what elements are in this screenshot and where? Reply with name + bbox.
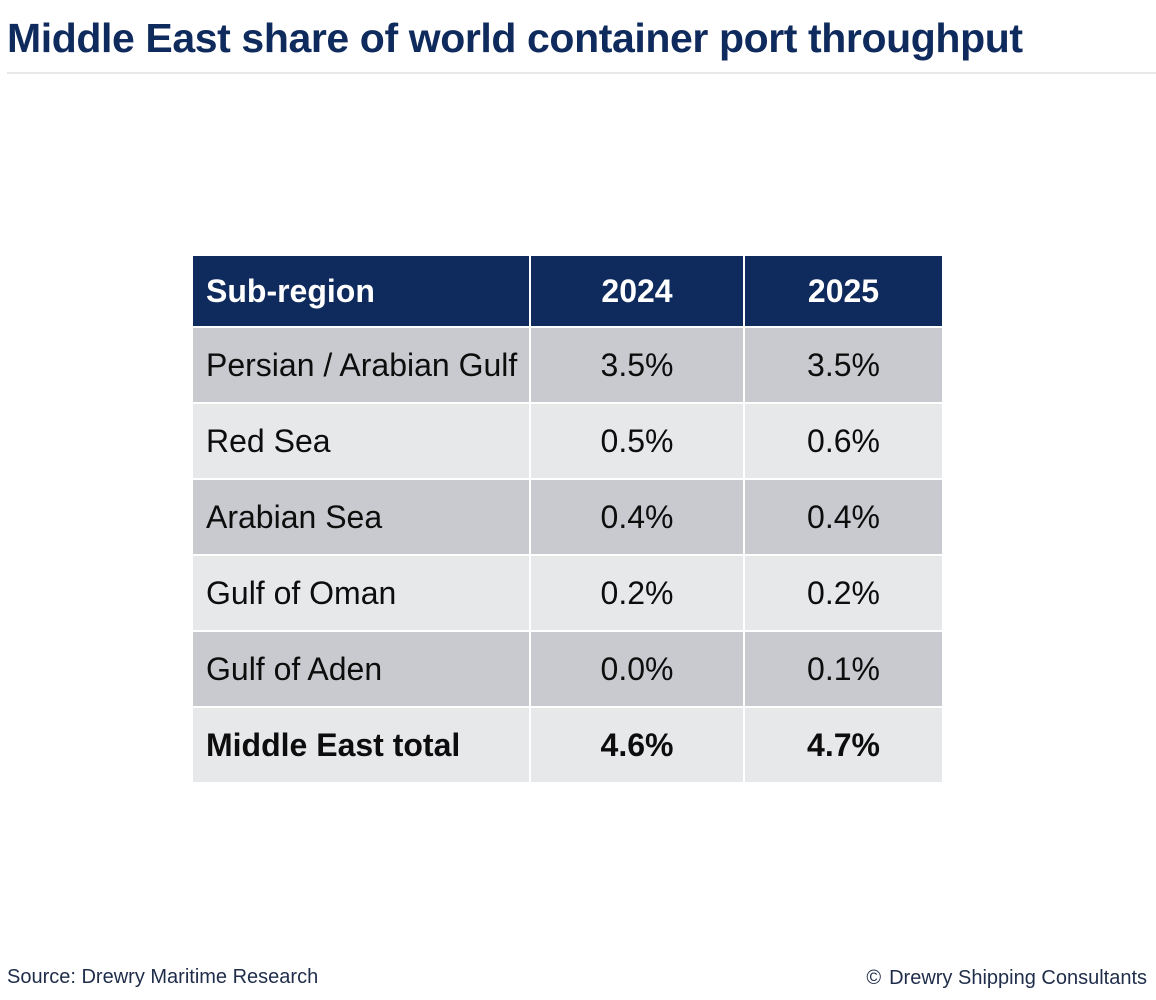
cell-2024: 3.5% — [531, 328, 743, 402]
copyright-symbol: © — [866, 967, 882, 989]
column-header-sub-region: Sub-region — [193, 256, 529, 326]
cell-2025: 0.2% — [745, 556, 942, 630]
total-2025: 4.7% — [745, 708, 942, 782]
column-header-2025: 2025 — [745, 256, 942, 326]
cell-2025: 0.1% — [745, 632, 942, 706]
column-header-2024: 2024 — [531, 256, 743, 326]
table-row: Persian / Arabian Gulf 3.5% 3.5% — [193, 328, 942, 402]
cell-2024: 0.2% — [531, 556, 743, 630]
cell-2025: 3.5% — [745, 328, 942, 402]
table-total-row: Middle East total 4.6% 4.7% — [193, 708, 942, 782]
copyright-text: Drewry Shipping Consultants — [889, 967, 1147, 989]
table-row: Gulf of Aden 0.0% 0.1% — [193, 632, 942, 706]
cell-2025: 0.4% — [745, 480, 942, 554]
row-label: Persian / Arabian Gulf — [193, 328, 529, 402]
cell-2024: 0.4% — [531, 480, 743, 554]
row-label: Red Sea — [193, 404, 529, 478]
row-label: Gulf of Aden — [193, 632, 529, 706]
row-label: Arabian Sea — [193, 480, 529, 554]
row-label: Gulf of Oman — [193, 556, 529, 630]
throughput-table: Sub-region 2024 2025 Persian / Arabian G… — [191, 254, 944, 784]
page-title: Middle East share of world container por… — [7, 15, 1023, 61]
table-row: Gulf of Oman 0.2% 0.2% — [193, 556, 942, 630]
cell-2024: 0.5% — [531, 404, 743, 478]
total-2024: 4.6% — [531, 708, 743, 782]
cell-2025: 0.6% — [745, 404, 942, 478]
cell-2024: 0.0% — [531, 632, 743, 706]
table-row: Arabian Sea 0.4% 0.4% — [193, 480, 942, 554]
table-header-row: Sub-region 2024 2025 — [193, 256, 942, 326]
source-note: Source: Drewry Maritime Research — [7, 966, 319, 988]
total-label: Middle East total — [193, 708, 529, 782]
title-divider — [7, 72, 1156, 74]
table-row: Red Sea 0.5% 0.6% — [193, 404, 942, 478]
copyright-note: © Drewry Shipping Consultants — [866, 967, 1147, 990]
